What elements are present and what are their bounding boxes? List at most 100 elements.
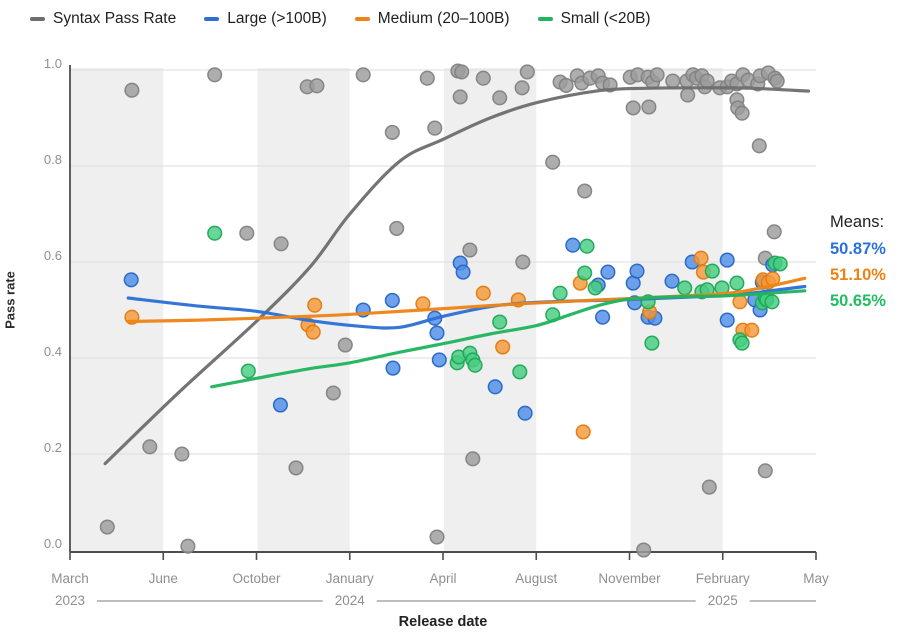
data-point [734, 335, 750, 351]
data-point [305, 324, 321, 340]
data-point [734, 105, 750, 121]
x-tick-label: March [51, 571, 89, 586]
data-point [751, 138, 767, 154]
scatter-small-20b- [207, 225, 788, 380]
data-point [272, 397, 288, 413]
mean-value: 51.10% [830, 266, 886, 284]
legend-label: Small (<20B) [560, 10, 651, 27]
data-point [577, 183, 593, 199]
data-point [475, 285, 491, 301]
data-point [429, 529, 445, 545]
x-tick-label: June [149, 571, 178, 586]
data-point [384, 124, 400, 140]
data-point [419, 70, 435, 86]
x-tick-label: January [326, 571, 374, 586]
x-tick-label: February [696, 571, 750, 586]
data-point [744, 322, 760, 338]
data-point [665, 73, 681, 89]
data-point [452, 89, 468, 105]
data-point [517, 405, 533, 421]
data-point [309, 78, 325, 94]
year-label: 2023 [55, 593, 85, 608]
trend-line-syntax-pass-rate [103, 86, 811, 466]
x-tick-label: August [515, 571, 557, 586]
data-point [337, 337, 353, 353]
data-point [427, 120, 443, 136]
data-point [766, 224, 782, 240]
legend-swatch-icon [204, 17, 220, 21]
data-point [207, 67, 223, 83]
data-point [719, 252, 735, 268]
data-point [629, 263, 645, 279]
scatter-medium-20-100b- [124, 250, 781, 440]
x-axis-years: 2023 2024 2025 [55, 593, 816, 608]
data-point [519, 64, 535, 80]
data-point [719, 312, 735, 328]
data-point [123, 272, 139, 288]
data-point [772, 256, 788, 272]
data-point [142, 439, 158, 455]
y-tick-label: 0.2 [44, 440, 62, 455]
legend-item: Medium (20–100B) [354, 10, 510, 28]
data-point [757, 463, 773, 479]
legend-label: Large (>100B) [227, 10, 327, 27]
data-point [273, 236, 289, 252]
data-point [465, 451, 481, 467]
data-point [600, 264, 616, 280]
data-point [552, 285, 568, 301]
data-point [558, 77, 574, 93]
data-point [389, 220, 405, 236]
means-panel: Means: 50.87% 51.10% 50.65% [830, 213, 886, 318]
plot-band [257, 68, 350, 552]
data-point [701, 479, 717, 495]
mean-value: 50.65% [830, 292, 886, 310]
data-point [355, 67, 371, 83]
y-tick-label: 0.0 [44, 536, 62, 551]
data-point [207, 225, 223, 241]
legend-label: Medium (20–100B) [377, 10, 510, 27]
data-point [595, 309, 611, 325]
data-point [124, 82, 140, 98]
data-point [693, 250, 709, 266]
data-point [577, 265, 593, 281]
x-tick-label: April [429, 571, 456, 586]
legend-swatch-icon [354, 17, 370, 21]
data-point [431, 352, 447, 368]
data-point [587, 280, 603, 296]
x-tick-label: November [598, 571, 661, 586]
y-tick-label: 0.6 [44, 248, 62, 263]
data-point [454, 64, 470, 80]
y-axis-tick-labels: 0.0 0.2 0.4 0.6 0.8 1.0 [44, 56, 62, 551]
data-point [174, 446, 190, 462]
legend-item: Large (>100B) [204, 10, 327, 28]
year-label: 2024 [335, 593, 366, 608]
data-point [664, 273, 680, 289]
data-point [385, 360, 401, 376]
y-tick-label: 0.4 [44, 344, 62, 359]
plot-band [71, 68, 164, 552]
legend-item: Small (<20B) [537, 10, 651, 28]
plot-band [444, 68, 537, 552]
data-point [764, 294, 780, 310]
data-point [644, 335, 660, 351]
mean-value: 50.87% [830, 240, 886, 258]
data-point [641, 99, 657, 115]
data-point [455, 264, 471, 280]
data-point [579, 238, 595, 254]
data-point [467, 357, 483, 373]
legend-item: Syntax Pass Rate [30, 10, 176, 28]
trend-line-small-20b- [210, 289, 807, 389]
means-title: Means: [830, 213, 885, 231]
legend-swatch-icon [30, 17, 45, 21]
data-point [384, 292, 400, 308]
legend-swatch-icon [537, 17, 553, 21]
data-point [307, 297, 323, 313]
data-point [699, 73, 715, 89]
x-tick-label: October [232, 571, 281, 586]
data-point [575, 424, 591, 440]
data-point [429, 325, 445, 341]
data-point [99, 519, 115, 535]
data-point [636, 542, 652, 558]
